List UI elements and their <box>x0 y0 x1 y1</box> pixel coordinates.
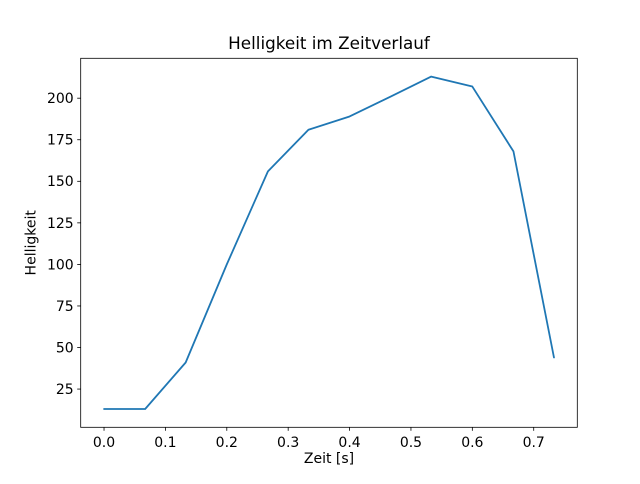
y-tick-label: 150 <box>47 174 74 190</box>
y-axis-ticks: 25 50 75 100 125 150 175 200 <box>47 91 81 398</box>
y-tick-label: 75 <box>56 299 74 315</box>
x-tick-label: 0.5 <box>400 435 422 451</box>
x-tick-label: 0.1 <box>154 435 176 451</box>
x-tick-label: 0.7 <box>523 435 545 451</box>
x-axis-label: Zeit [s] <box>304 451 354 467</box>
y-tick-label: 100 <box>47 257 74 273</box>
brightness-line <box>103 75 555 410</box>
x-axis-ticks: 0.0 0.1 0.2 0.3 0.4 0.5 0.6 0.7 <box>93 427 545 451</box>
y-tick-label: 125 <box>47 216 74 232</box>
x-tick-label: 0.2 <box>216 435 238 451</box>
y-tick-label: 25 <box>56 382 74 398</box>
x-tick-label: 0.3 <box>277 435 299 451</box>
y-tick-label: 200 <box>47 91 74 107</box>
y-tick-label: 50 <box>56 340 74 356</box>
plot-area <box>80 57 578 428</box>
x-tick-label: 0.4 <box>338 435 360 451</box>
x-tick-label: 0.6 <box>461 435 483 451</box>
x-tick-label: 0.0 <box>93 435 115 451</box>
y-tick-label: 175 <box>47 133 74 149</box>
y-axis-label: Helligkeit <box>24 210 40 276</box>
chart-title: Helligkeit im Zeitverlauf <box>228 33 431 53</box>
data-series <box>103 75 555 410</box>
